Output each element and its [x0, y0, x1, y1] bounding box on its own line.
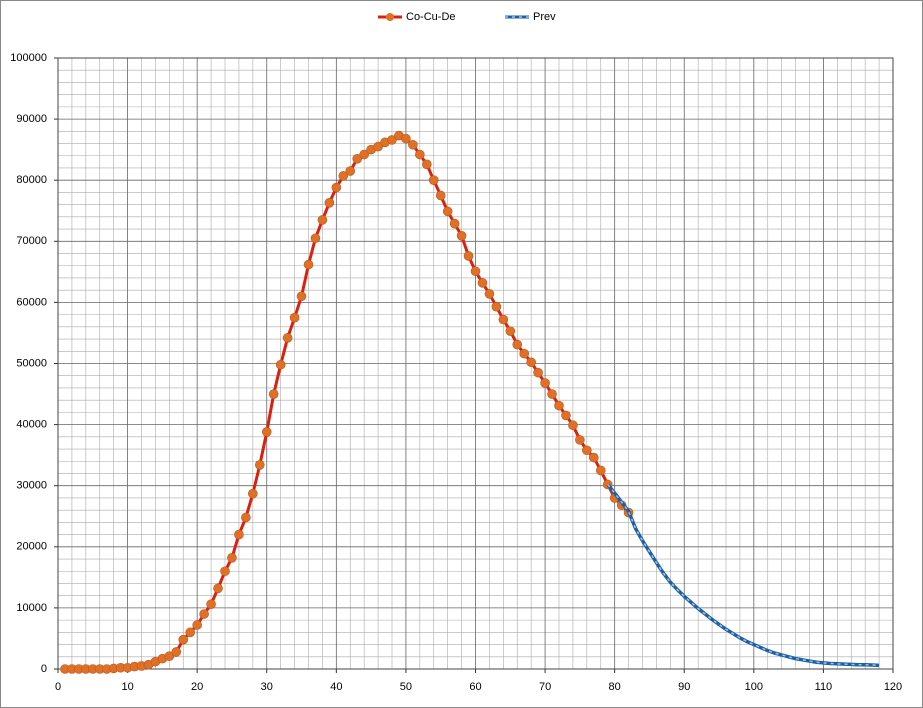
y-tick-label: 30000 [16, 480, 47, 492]
y-tick-label: 90000 [16, 113, 47, 125]
y-tick-label: 50000 [16, 357, 47, 369]
data-point [547, 389, 557, 399]
data-point [477, 278, 488, 288]
legend-label: Co-Cu-De [406, 11, 456, 23]
data-point [512, 339, 523, 350]
data-point [345, 166, 356, 176]
y-tick-label: 80000 [16, 174, 47, 186]
x-tick-label: 110 [815, 681, 833, 693]
data-point [220, 566, 230, 577]
x-tick-label: 100 [745, 681, 763, 693]
data-point [449, 218, 460, 229]
x-tick-label: 90 [678, 681, 690, 693]
data-point [421, 159, 432, 170]
data-point [401, 133, 411, 144]
data-point [248, 488, 258, 499]
data-point [561, 410, 571, 421]
x-tick-label: 120 [884, 681, 902, 693]
data-point [408, 139, 418, 150]
data-point [519, 348, 530, 359]
data-point [498, 314, 509, 325]
data-point [254, 460, 265, 470]
data-point [171, 647, 182, 657]
x-tick-label: 50 [400, 681, 412, 693]
x-tick-label: 0 [55, 681, 61, 693]
data-point [206, 599, 216, 610]
data-point [303, 259, 314, 270]
y-tick-label: 0 [41, 663, 47, 675]
data-point [568, 420, 578, 431]
data-point [588, 452, 599, 463]
data-point [359, 149, 369, 160]
data-point [296, 291, 307, 302]
data-point [554, 400, 564, 411]
data-point [387, 135, 397, 145]
data-point [575, 435, 585, 445]
data-point [352, 154, 363, 164]
data-point [526, 357, 536, 368]
data-point [282, 333, 293, 343]
data-point [261, 427, 272, 437]
data-point [275, 359, 286, 370]
data-point [289, 312, 300, 323]
data-point [317, 215, 328, 225]
x-tick-label: 20 [191, 681, 203, 693]
x-tick-label: 70 [539, 681, 551, 693]
data-point [338, 171, 349, 181]
data-point [324, 198, 335, 208]
data-point [435, 190, 446, 201]
data-point [199, 609, 209, 619]
data-point [582, 445, 592, 456]
legend-marker [386, 13, 394, 21]
data-point [185, 627, 196, 638]
data-point [268, 389, 279, 399]
y-tick-label: 100000 [10, 52, 47, 64]
data-point [484, 289, 495, 299]
series-dash [607, 484, 880, 667]
data-point [331, 182, 342, 193]
y-tick-label: 10000 [16, 602, 47, 614]
x-tick-label: 10 [121, 681, 133, 693]
data-point [505, 326, 516, 336]
data-point [442, 206, 453, 217]
data-point [234, 529, 244, 540]
x-tick-label: 80 [609, 681, 621, 693]
data-point [192, 620, 202, 630]
data-point [310, 233, 321, 244]
x-tick-label: 40 [330, 681, 342, 693]
y-tick-label: 40000 [16, 419, 47, 431]
data-point [227, 552, 237, 563]
data-point [470, 266, 481, 277]
data-point [164, 651, 175, 661]
y-tick-label: 60000 [16, 296, 47, 308]
data-point [540, 378, 550, 388]
plot-area-border [57, 57, 894, 670]
legend-label: Prev [533, 11, 556, 23]
data-point [213, 583, 223, 594]
data-point [595, 465, 606, 476]
data-point [178, 634, 189, 645]
data-point [491, 301, 502, 312]
data-point [463, 251, 474, 261]
data-point [428, 175, 439, 185]
data-point [456, 231, 467, 241]
x-tick-label: 30 [261, 681, 273, 693]
x-tick-label: 60 [469, 681, 481, 693]
data-point [241, 512, 251, 523]
data-point [373, 141, 383, 152]
y-tick-label: 70000 [16, 235, 47, 247]
data-point [415, 149, 425, 160]
y-tick-label: 20000 [16, 541, 47, 553]
data-point [533, 367, 543, 378]
